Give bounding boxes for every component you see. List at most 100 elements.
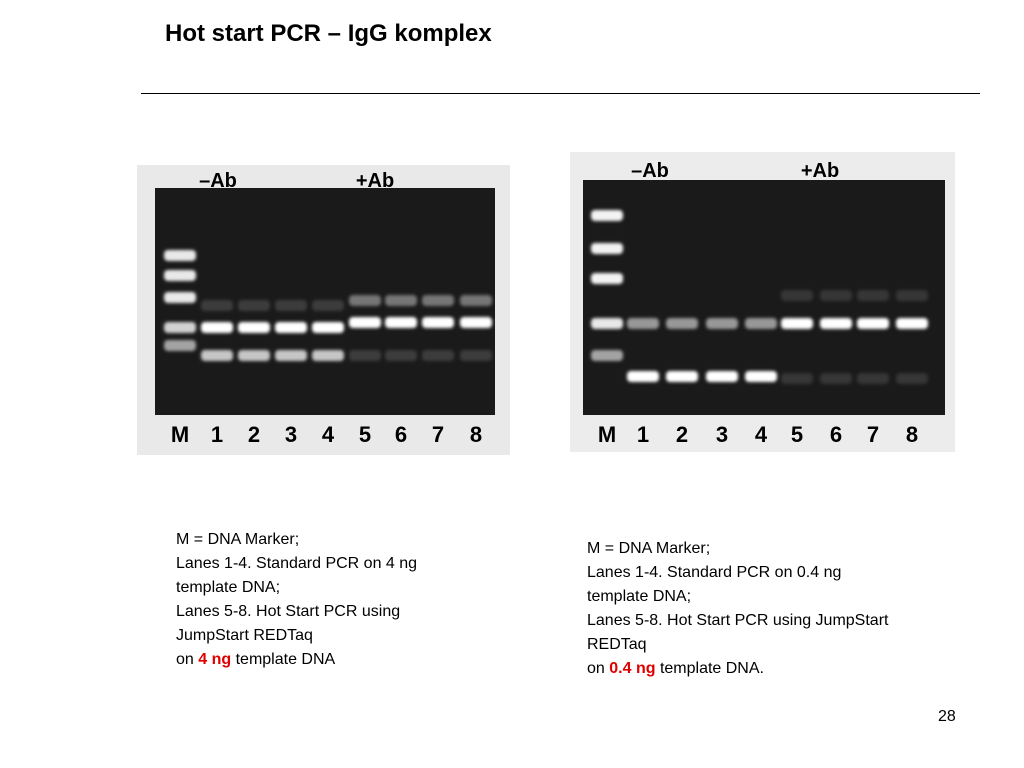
band — [591, 210, 623, 221]
slide-title: Hot start PCR – IgG komplex — [165, 20, 492, 47]
band — [781, 290, 813, 301]
lane-label: 3 — [285, 422, 297, 447]
band — [591, 350, 623, 361]
band — [385, 317, 417, 328]
band — [591, 243, 623, 254]
band — [238, 300, 270, 311]
band — [164, 292, 196, 303]
band — [627, 371, 659, 382]
caption-highlight: 0.4 ng — [609, 660, 656, 677]
lane-label: 1 — [211, 422, 223, 447]
band — [201, 322, 233, 333]
band — [706, 371, 738, 382]
band — [896, 318, 928, 329]
band — [460, 317, 492, 328]
caption-prefix: on — [587, 660, 605, 677]
lane-label: 8 — [906, 422, 918, 447]
band — [422, 350, 454, 361]
band — [312, 322, 344, 333]
lane-label: 5 — [359, 422, 371, 447]
caption-line: on 4 ng template DNA — [176, 648, 417, 672]
band — [591, 318, 623, 329]
band — [349, 317, 381, 328]
band — [385, 295, 417, 306]
band — [820, 290, 852, 301]
band — [857, 373, 889, 384]
caption-highlight: 4 ng — [198, 651, 232, 668]
caption-prefix: on — [176, 651, 194, 668]
band — [857, 318, 889, 329]
band — [201, 300, 233, 311]
caption: M = DNA Marker; Lanes 1-4. Standard PCR o… — [176, 528, 417, 672]
band — [896, 290, 928, 301]
band — [164, 250, 196, 261]
band — [781, 318, 813, 329]
band — [896, 373, 928, 384]
band — [745, 371, 777, 382]
band — [781, 373, 813, 384]
band — [201, 350, 233, 361]
band — [275, 322, 307, 333]
band — [238, 322, 270, 333]
group-label: –Ab — [631, 160, 669, 182]
band — [820, 373, 852, 384]
band — [422, 295, 454, 306]
lane-label: 8 — [470, 422, 482, 447]
band — [706, 318, 738, 329]
band — [275, 300, 307, 311]
band — [164, 270, 196, 281]
band — [275, 350, 307, 361]
band — [627, 318, 659, 329]
band — [164, 322, 196, 333]
lane-label: 1 — [637, 422, 649, 447]
page-number: 28 — [938, 708, 956, 725]
band — [820, 318, 852, 329]
lane-label: 2 — [248, 422, 260, 447]
band — [164, 340, 196, 351]
caption-line: REDTaq — [587, 636, 647, 653]
band — [238, 350, 270, 361]
caption-line: Lanes 1-4. Standard PCR on 4 ng — [176, 555, 418, 572]
lane-label: 5 — [791, 422, 803, 447]
lane-label: 2 — [676, 422, 688, 447]
lane-label: M — [171, 422, 189, 447]
caption-line: Lanes 5-8. Hot Start PCR using — [176, 603, 401, 620]
caption-line: Lanes 5-8. Hot Start PCR using JumpStart — [587, 612, 889, 629]
caption-suffix: template DNA — [235, 651, 336, 668]
band — [745, 318, 777, 329]
band — [349, 350, 381, 361]
band — [349, 295, 381, 306]
group-label: +Ab — [801, 160, 839, 182]
caption-line: template DNA; — [176, 579, 281, 596]
band — [591, 273, 623, 284]
band — [666, 371, 698, 382]
band — [460, 295, 492, 306]
lane-label: 7 — [867, 422, 879, 447]
lane-label: 7 — [432, 422, 444, 447]
group-label: +Ab — [356, 170, 394, 192]
band — [666, 318, 698, 329]
band — [312, 300, 344, 311]
lane-label: 4 — [322, 422, 335, 447]
lane-label: M — [598, 422, 616, 447]
lane-label: 6 — [395, 422, 407, 447]
caption-line: M = DNA Marker; — [176, 531, 300, 548]
band — [422, 317, 454, 328]
band — [385, 350, 417, 361]
band — [312, 350, 344, 361]
lane-label: 4 — [755, 422, 768, 447]
lane-label: 3 — [716, 422, 728, 447]
caption: M = DNA Marker; Lanes 1-4. Standard PCR o… — [587, 537, 888, 681]
band — [857, 290, 889, 301]
caption-line: on 0.4 ng template DNA. — [587, 657, 888, 681]
caption-line: JumpStart REDTaq — [176, 627, 313, 644]
caption-line: template DNA; — [587, 588, 692, 605]
group-label: –Ab — [199, 170, 237, 192]
caption-line: Lanes 1-4. Standard PCR on 0.4 ng — [587, 564, 842, 581]
band — [460, 350, 492, 361]
caption-line: M = DNA Marker; — [587, 540, 711, 557]
lane-label: 6 — [830, 422, 842, 447]
caption-suffix: template DNA. — [659, 660, 764, 677]
